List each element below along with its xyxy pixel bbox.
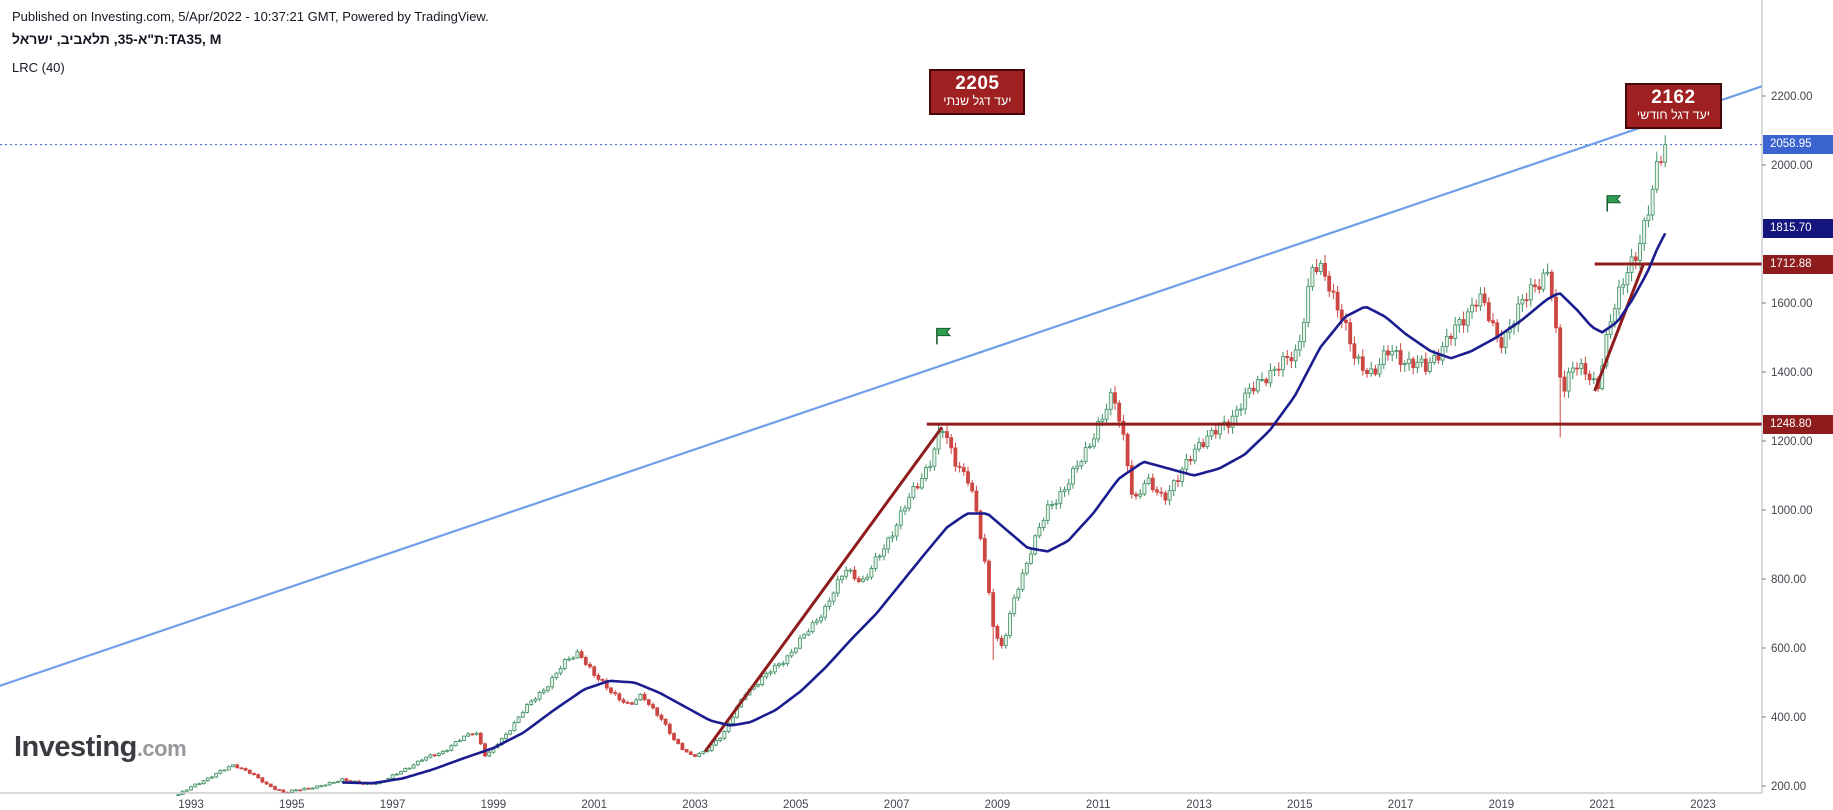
red-trend-line-3[interactable] — [1593, 263, 1645, 392]
lrc-40-line[interactable] — [342, 232, 1667, 785]
x-tick-label: 2011 — [1086, 799, 1111, 810]
x-tick-label: 2023 — [1690, 799, 1716, 810]
x-tick-label: 2019 — [1489, 799, 1515, 810]
x-tick-label: 2001 — [581, 799, 607, 810]
x-tick-label: 2007 — [884, 799, 910, 810]
published-line: Published on Investing.com, 5/Apr/2022 -… — [12, 9, 489, 24]
y-tick-label: 400.00 — [1771, 712, 1806, 724]
x-tick-label: 2005 — [783, 799, 809, 810]
y-tick-label: 600.00 — [1771, 643, 1806, 655]
logo-tld: .com — [136, 736, 187, 761]
x-tick-label: 1999 — [481, 799, 507, 810]
y-tick-label: 2000.00 — [1771, 160, 1813, 172]
x-tick-label: 2017 — [1388, 799, 1414, 810]
x-tick-label: 2013 — [1186, 799, 1212, 810]
blue-trendline[interactable] — [0, 85, 1763, 687]
investing-logo: Investing.com — [14, 731, 187, 764]
y-tick-label: 1200.00 — [1771, 436, 1813, 448]
y-tick-label: 800.00 — [1771, 574, 1806, 586]
x-tick-label: 1997 — [380, 799, 406, 810]
x-tick-label: 2003 — [682, 799, 708, 810]
chart-header: Published on Investing.com, 5/Apr/2022 -… — [12, 9, 489, 75]
x-tick-label: 2021 — [1589, 799, 1615, 810]
x-tick-label: 2015 — [1287, 799, 1313, 810]
red-trend-line-0[interactable] — [703, 426, 944, 753]
symbol-title: ת"א-35, תלאביב, ישראל:TA35, M — [12, 31, 222, 47]
y-tick-label: 1400.00 — [1771, 367, 1813, 379]
x-tick-label: 1993 — [178, 799, 204, 810]
flag-icon — [1606, 195, 1622, 212]
candles-layer — [176, 135, 1668, 797]
indicator-label[interactable]: LRC (40) — [12, 60, 65, 75]
x-tick-label: 1995 — [279, 799, 305, 810]
y-tick-label: 2200.00 — [1771, 91, 1813, 103]
flag-icon — [936, 327, 952, 345]
y-tick-label: 1000.00 — [1771, 505, 1813, 517]
logo-name: Investing — [14, 731, 137, 763]
x-tick-label: 2009 — [985, 799, 1011, 810]
y-tick-label: 200.00 — [1771, 781, 1806, 793]
y-tick-label: 1600.00 — [1771, 298, 1813, 310]
